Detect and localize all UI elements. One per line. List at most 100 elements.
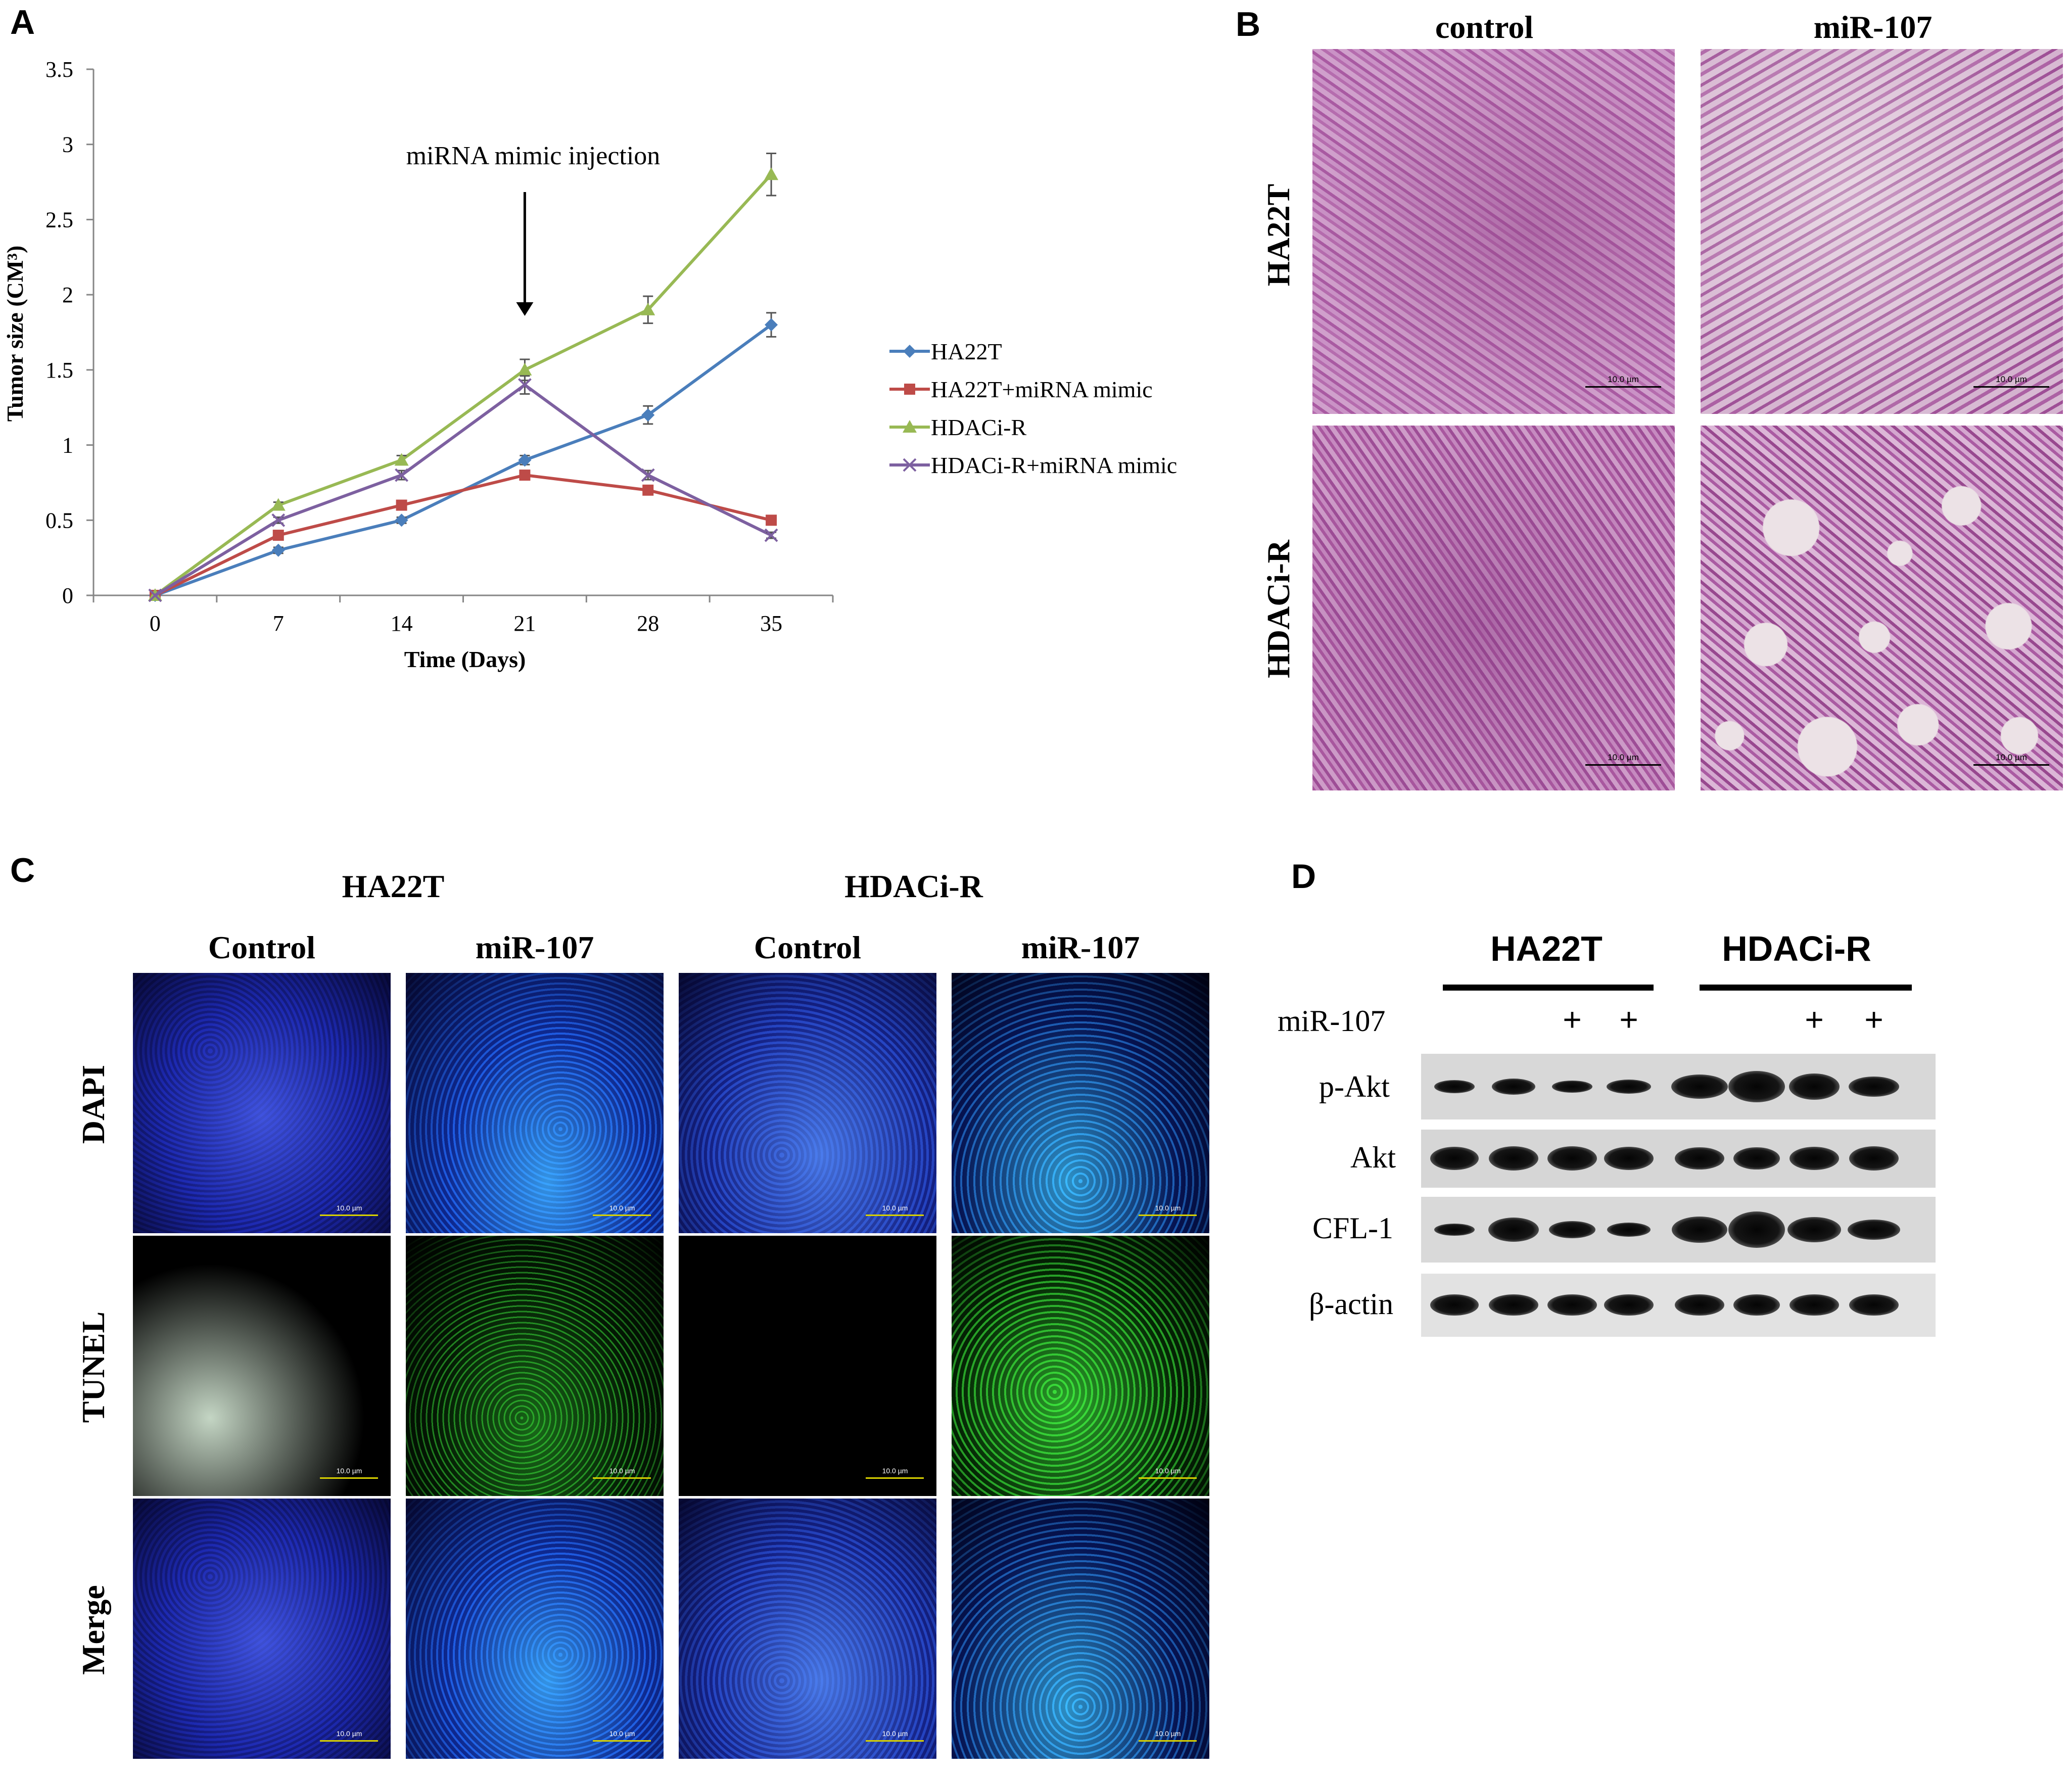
he-image-ha22t-control: 10.0 µm (1312, 49, 1675, 414)
x-axis-title: Time (Days) (404, 646, 526, 672)
series-line-0 (154, 323, 772, 597)
blot-band (1849, 1294, 1899, 1316)
y-tick-label: 3.5 (45, 57, 73, 82)
blot-band (1675, 1147, 1724, 1170)
y-tick-label: 0.5 (45, 508, 73, 533)
data-point-3 (271, 513, 286, 527)
tunel-image-hdacir-control (679, 1236, 936, 1496)
scale-bar (593, 1477, 651, 1479)
dapi-image-hdacir-mir107 (952, 973, 1209, 1233)
merge-image-ha22t-mir107 (406, 1499, 664, 1759)
scale-bar (1139, 1740, 1197, 1742)
wb-row-label-pakt: p-Akt (1319, 1070, 1390, 1103)
scale-label: 10.0 µm (609, 1730, 635, 1738)
y-tick-label: 1.5 (45, 358, 73, 383)
scale-label: 10.0 µm (882, 1204, 908, 1212)
wb-group-header-hdacir: HDACi-R (1722, 929, 1871, 968)
scale-bar (1585, 386, 1661, 388)
he-col-header-mir107: miR-107 (1813, 9, 1933, 45)
treatment-plus: + (1864, 1001, 1883, 1038)
legend-label: HDACi-R (931, 414, 1026, 440)
dapi-image-ha22t-mir107 (406, 973, 664, 1233)
scale-label: 10.0 µm (1608, 375, 1639, 384)
scale-bar (320, 1740, 378, 1742)
scale-label: 10.0 µm (336, 1730, 362, 1738)
scale-label: 10.0 µm (1996, 375, 2027, 384)
data-point-2 (271, 498, 286, 511)
dapi-image-hdacir-control (679, 973, 936, 1233)
treatment-plus: + (1619, 1001, 1638, 1038)
merge-image-ha22t-control (133, 1499, 391, 1759)
data-point-3 (641, 468, 655, 482)
x-tick-label: 28 (637, 611, 659, 636)
tunel-col-header-control-1: Control (208, 929, 316, 965)
x-tick-label: 7 (273, 611, 284, 636)
wb-treatment-label: miR-107 (1278, 1004, 1386, 1038)
tunel-row-header-dapi: DAPI (75, 1064, 111, 1144)
series-line-1 (154, 474, 772, 597)
y-tick-label: 1 (62, 433, 73, 458)
scale-bar (320, 1477, 378, 1479)
blot-band (1604, 1294, 1654, 1316)
data-point-3 (764, 528, 778, 542)
blot-band (1675, 1294, 1724, 1316)
legend-label: HDACi-R+miRNA mimic (931, 452, 1177, 478)
scale-label: 10.0 µm (609, 1204, 635, 1212)
legend-marker (903, 420, 917, 433)
data-point-2 (764, 167, 779, 180)
scale-bar (320, 1215, 378, 1216)
he-image-hdacir-control: 10.0 µm (1312, 426, 1675, 790)
x-tick-label: 14 (391, 611, 413, 636)
he-row-header-ha22t: HA22T (1260, 183, 1296, 287)
x-tick-label: 0 (150, 611, 161, 636)
legend-label: HA22T (931, 339, 1002, 364)
blot-band (1547, 1146, 1597, 1171)
tunel-image-ha22t-control (133, 1236, 391, 1496)
legend-marker (903, 458, 917, 472)
data-point-1 (642, 484, 654, 496)
scale-label: 10.0 µm (1155, 1730, 1181, 1738)
wb-group-header-ha22t: HA22T (1490, 929, 1603, 968)
scale-bar (866, 1215, 924, 1216)
legend-label: HA22T+miRNA mimic (931, 377, 1153, 402)
blot-band (1552, 1081, 1592, 1093)
series-line-3 (154, 383, 772, 597)
blot-band (1604, 1147, 1654, 1170)
y-tick-label: 0 (62, 583, 73, 608)
blot-band (1849, 1077, 1899, 1097)
scale-label: 10.0 µm (1155, 1467, 1181, 1475)
panel-label-b: B (1236, 5, 1261, 43)
wb-row-label-akt: Akt (1350, 1141, 1396, 1174)
blot-band (1607, 1223, 1651, 1237)
wb-row-label-cfl1: CFL-1 (1312, 1211, 1394, 1245)
blot-band (1849, 1146, 1899, 1171)
scale-label: 10.0 µm (1996, 753, 2027, 762)
wb-group-bar-hdacir (1700, 985, 1912, 991)
blot-strip-bactin (1421, 1274, 1936, 1337)
legend-marker (903, 345, 916, 358)
blot-band (1488, 1218, 1539, 1242)
tunel-group-header-hdacir: HDACi-R (844, 868, 983, 904)
data-point-0 (518, 453, 532, 467)
scale-label: 10.0 µm (336, 1467, 362, 1475)
blot-band (1733, 1294, 1780, 1316)
panel-label-d: D (1291, 857, 1316, 896)
tunel-image-hdacir-mir107 (952, 1236, 1209, 1496)
data-point-0 (765, 318, 778, 332)
data-point-2 (517, 362, 532, 376)
blot-band (1789, 1073, 1840, 1100)
tunel-col-header-control-2: Control (754, 929, 862, 965)
data-point-3 (148, 588, 162, 602)
scale-bar (1585, 764, 1661, 766)
data-point-0 (641, 408, 655, 422)
tunel-image-ha22t-mir107 (406, 1236, 664, 1496)
tunel-col-header-mir107-2: miR-107 (1021, 929, 1140, 965)
treatment-plus: + (1563, 1001, 1582, 1038)
blot-strip-cfl1 (1421, 1197, 1936, 1263)
blot-band (1492, 1079, 1535, 1095)
tunel-row-header-merge: Merge (75, 1585, 111, 1675)
data-point-3 (395, 468, 408, 482)
dapi-image-ha22t-control (133, 973, 391, 1233)
blot-band (1787, 1217, 1841, 1242)
scale-bar (866, 1740, 924, 1742)
